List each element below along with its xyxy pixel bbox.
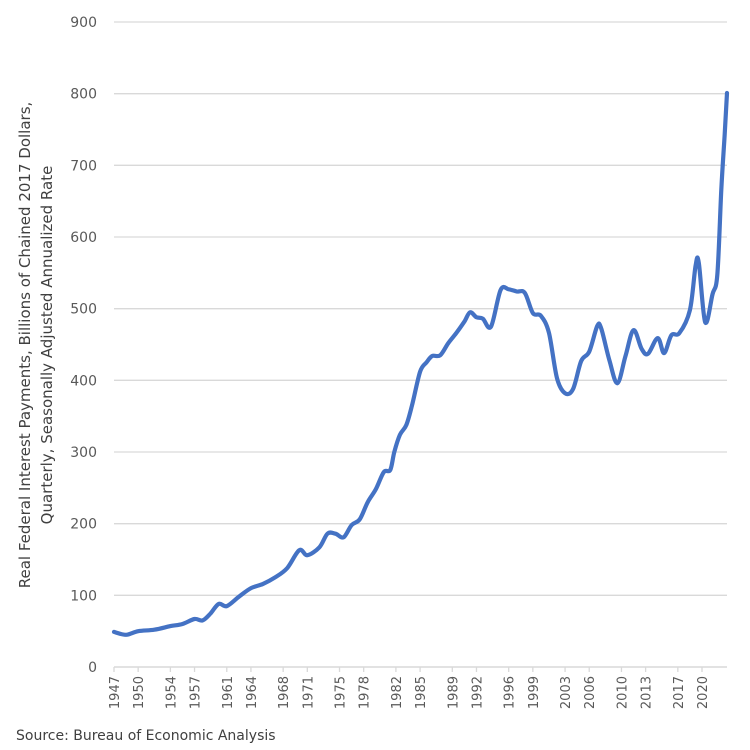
x-tick-label-1954: 1954 <box>164 676 179 709</box>
x-tick-label-1950: 1950 <box>132 676 147 709</box>
y-tick-label-0: 0 <box>88 660 97 676</box>
x-tick-label-2017: 2017 <box>672 676 687 709</box>
y-tick-label-400: 400 <box>70 373 97 389</box>
x-tick-label-2020: 2020 <box>696 676 711 709</box>
y-axis-title-line-1: Real Federal Interest Payments, Billions… <box>16 102 34 589</box>
x-tick-label-2013: 2013 <box>640 676 655 709</box>
series-group <box>111 90 730 637</box>
x-tick-label-1947: 1947 <box>108 676 123 709</box>
x-tick-label-1957: 1957 <box>189 676 204 709</box>
y-axis-tick-labels: 0 100 200 300 400 500 600 700 800 900 <box>70 15 97 676</box>
x-tick-label-1996: 1996 <box>503 676 518 709</box>
x-tick-label-1992: 1992 <box>470 676 485 709</box>
x-tick-label-1985: 1985 <box>414 676 429 709</box>
x-tick-label-1961: 1961 <box>221 676 236 709</box>
y-tick-label-300: 300 <box>70 445 97 461</box>
gridlines <box>114 21 727 596</box>
x-tick-label-1964: 1964 <box>245 676 260 709</box>
y-tick-label-100: 100 <box>70 588 97 604</box>
y-tick-label-500: 500 <box>70 302 97 318</box>
y-axis-title-line-2: Quarterly, Seasonally Adjusted Annualize… <box>38 166 56 525</box>
source-note: Source: Bureau of Economic Analysis <box>16 728 276 744</box>
y-tick-label-600: 600 <box>70 230 97 246</box>
x-tick-label-1989: 1989 <box>446 676 461 709</box>
x-tick-label-1982: 1982 <box>390 676 405 709</box>
x-tick-label-1971: 1971 <box>301 676 316 709</box>
y-tick-label-800: 800 <box>70 87 97 103</box>
x-axis <box>113 666 727 672</box>
x-tick-label-2003: 2003 <box>559 676 574 709</box>
series-line-0 <box>111 90 730 637</box>
y-tick-label-200: 200 <box>70 517 97 533</box>
x-tick-label-1975: 1975 <box>334 676 349 709</box>
x-tick-label-1968: 1968 <box>277 676 292 709</box>
x-tick-label-2010: 2010 <box>615 676 630 709</box>
x-tick-label-2006: 2006 <box>583 676 598 709</box>
y-tick-label-900: 900 <box>70 15 97 31</box>
y-tick-label-700: 700 <box>70 158 97 174</box>
x-tick-label-1999: 1999 <box>527 676 542 709</box>
x-axis-tick-labels: 1947 1950 1954 1957 1961 1964 1968 1971 1975 1978… <box>108 676 711 709</box>
x-tick-label-1978: 1978 <box>358 676 373 709</box>
